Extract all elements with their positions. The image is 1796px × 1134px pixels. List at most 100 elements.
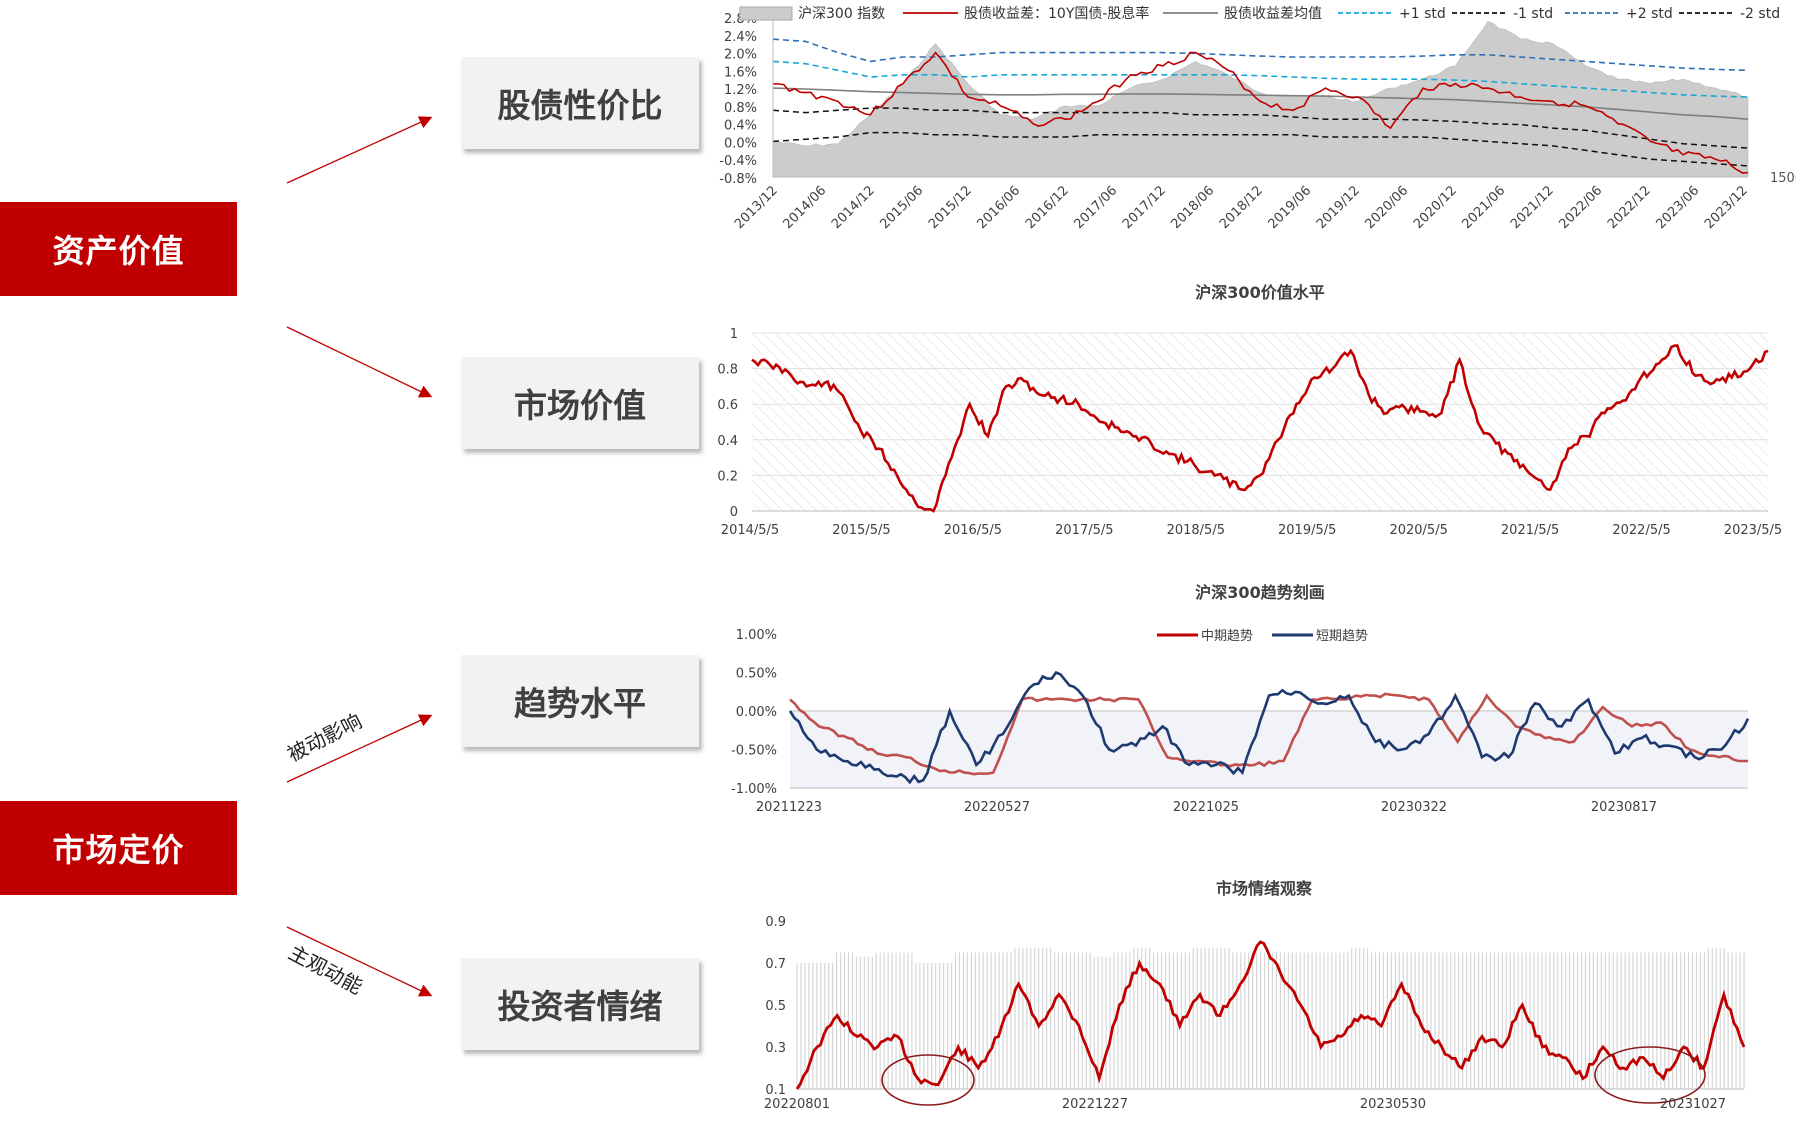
x-tick-label: 2016/06	[975, 183, 1024, 232]
y-tick-label: 0.9	[765, 915, 786, 930]
x-tick-label: 20220801	[764, 1097, 830, 1112]
x-tick-label: 2014/12	[829, 183, 878, 232]
x-tick-label: 2023/12	[1702, 183, 1751, 232]
x-tick-label: 20230322	[1381, 800, 1447, 815]
x-tick-label: 2015/12	[926, 183, 975, 232]
x-tick-label: 20211223	[756, 800, 822, 815]
line-minus-1-std	[772, 107, 1749, 149]
y-tick-label: -0.50%	[731, 744, 777, 759]
y-tick-label: 0.2	[717, 469, 738, 484]
x-tick-label: 2015/06	[878, 183, 927, 232]
x-tick-label: 20220527	[964, 800, 1030, 815]
highlight-ellipse-1	[881, 1054, 975, 1106]
line-mid-term-trend	[789, 692, 1748, 776]
legend-label: +2 std	[1626, 6, 1673, 22]
x-tick-label: 2017/12	[1120, 183, 1169, 232]
x-tick-label: 2016/5/5	[944, 523, 1002, 538]
x-tick-label: 2019/06	[1266, 183, 1315, 232]
line-valuation-level	[751, 344, 1769, 513]
x-tick-label: 2018/06	[1169, 183, 1218, 232]
x-tick-label: 2017/5/5	[1055, 523, 1113, 538]
chart-title: 沪深300价值水平	[1195, 283, 1324, 302]
x-tick-label: 2020/12	[1411, 183, 1460, 232]
legend-label: 中期趋势	[1201, 628, 1253, 644]
legend-label: -1 std	[1513, 6, 1553, 22]
card-trend: 趋势水平	[461, 655, 699, 747]
x-tick-label: 2023/5/5	[1724, 523, 1782, 538]
x-tick-label: 2021/5/5	[1501, 523, 1559, 538]
y-tick-label: 0.6	[717, 398, 738, 413]
y-tick-label: -1.00%	[731, 782, 777, 797]
x-tick-label: 2022/12	[1605, 183, 1654, 232]
legend-label: 沪深300 指数	[798, 6, 885, 22]
x-tick-label: 2014/06	[781, 183, 830, 232]
y-tick-label: 0	[730, 505, 738, 520]
card-sentiment: 投资者情绪	[461, 958, 699, 1050]
connector-arrows: 被动影响 主观动能	[283, 116, 433, 999]
y-tick-label: -0.8%	[719, 172, 757, 187]
arrow-to-market-value	[286, 326, 433, 398]
chart-title: 沪深300趋势刻画	[1195, 583, 1324, 602]
x-tick-label: 2021/12	[1508, 183, 1557, 232]
x-tick-label: 2020/5/5	[1389, 523, 1447, 538]
x-tick-label: 2019/5/5	[1278, 523, 1336, 538]
arrow-label-passive: 被动影响	[283, 709, 365, 767]
arrow-to-sentiment	[286, 926, 433, 997]
x-tick-label: 2022/5/5	[1612, 523, 1670, 538]
x-tick-label: 2014/5/5	[721, 523, 779, 538]
y-tick-label: 0.4%	[724, 119, 757, 134]
x-tick-label: 20221227	[1062, 1097, 1128, 1112]
x-tick-label: 2018/5/5	[1167, 523, 1225, 538]
line-sentiment	[795, 940, 1746, 1090]
y-tick-label: 0.8	[717, 363, 738, 378]
category-asset-value: 资产价值	[0, 202, 237, 296]
y-tick-label: 0.00%	[736, 705, 777, 720]
x-tick-label: 20230817	[1591, 800, 1657, 815]
y-tick-label: 0.50%	[736, 667, 777, 682]
x-tick-label: 2018/12	[1217, 183, 1266, 232]
y-tick-label: 1.6%	[724, 65, 757, 80]
plot-background-hatch	[752, 333, 1768, 511]
y-tick-label: 2.8%	[724, 12, 757, 27]
x-tick-label: 2020/06	[1363, 183, 1412, 232]
arrow-to-equity-bond	[286, 116, 433, 184]
category-market-pricing: 市场定价	[0, 801, 237, 895]
y-tick-label: 1	[730, 327, 738, 342]
x-tick-label: 2017/06	[1072, 183, 1121, 232]
x-tick-label: 20231027	[1660, 1097, 1726, 1112]
legend-label: -2 std	[1740, 6, 1780, 22]
x-tick-label: 2015/5/5	[832, 523, 890, 538]
legend-label: 股债收益差均值	[1224, 6, 1322, 22]
y-tick-label: 1.00%	[736, 628, 777, 643]
y-tick-label: 2.4%	[724, 30, 757, 45]
line-plus-1-std	[772, 60, 1749, 98]
right-axis-label: 1500	[1770, 171, 1796, 186]
plot-negative-band	[790, 712, 1748, 788]
y-tick-label: 0.4	[717, 434, 738, 449]
x-tick-label: 2022/06	[1557, 183, 1606, 232]
arrow-to-trend	[286, 714, 433, 783]
legend-swatch-csi300	[739, 6, 793, 21]
card-equity-bond: 股债性价比	[461, 57, 699, 149]
legend-label: 短期趋势	[1316, 628, 1368, 644]
arrow-label-subjective: 主观动能	[285, 940, 367, 999]
y-tick-label: -0.4%	[719, 154, 757, 169]
highlight-ellipse-2	[1594, 1046, 1706, 1104]
x-tick-label: 2021/06	[1460, 183, 1509, 232]
x-tick-label: 20230530	[1360, 1097, 1426, 1112]
line-spread-mean	[772, 87, 1749, 120]
x-tick-label: 2019/12	[1314, 183, 1363, 232]
x-tick-label: 2016/12	[1023, 183, 1072, 232]
y-tick-label: 2.0%	[724, 48, 757, 63]
y-tick-label: 0.7	[765, 957, 786, 972]
x-tick-label: 2013/12	[732, 183, 781, 232]
y-tick-label: 0.8%	[724, 101, 757, 116]
chart-title: 市场情绪观察	[1216, 879, 1313, 898]
x-tick-label: 20221025	[1173, 800, 1239, 815]
y-tick-label: 0.3	[765, 1041, 786, 1056]
y-tick-label: 0.0%	[724, 136, 757, 151]
y-tick-label: 1.2%	[724, 83, 757, 98]
line-short-term-trend	[788, 670, 1750, 785]
line-equity-bond-spread	[772, 51, 1749, 174]
legend-label: +1 std	[1399, 6, 1446, 22]
